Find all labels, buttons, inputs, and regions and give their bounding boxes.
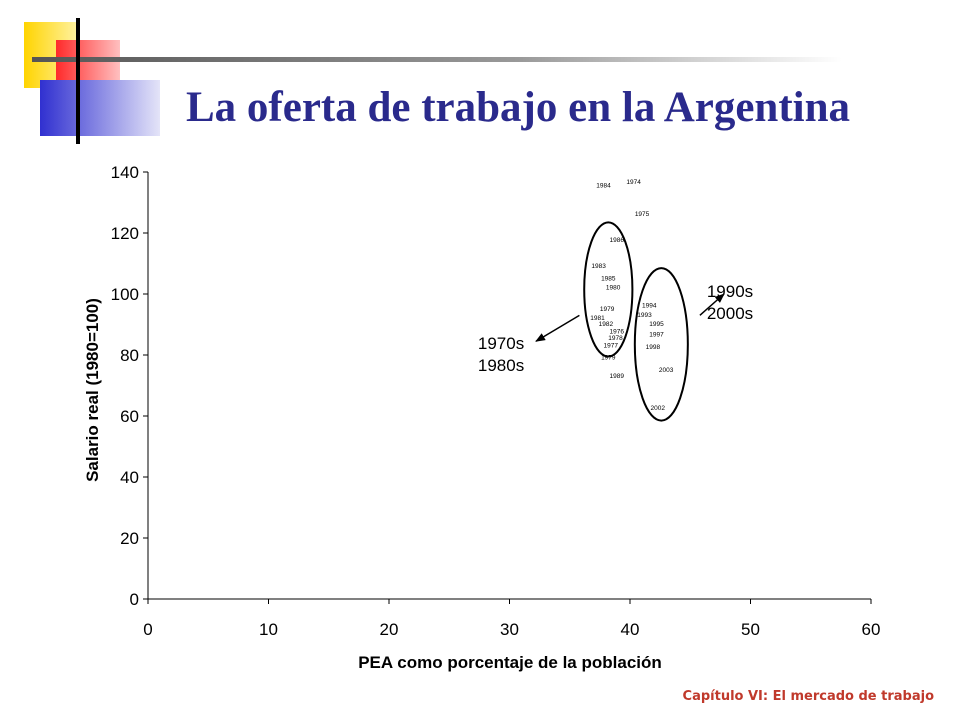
y-tick-label: 60 [120, 407, 139, 426]
deco-blue-square [40, 80, 160, 136]
data-point-1984: 1984 [596, 182, 611, 189]
annotation-line: 1980s [478, 356, 524, 375]
annotation-line: 1990s [707, 282, 753, 301]
x-tick-label: 50 [741, 620, 760, 639]
y-tick-label: 0 [130, 590, 139, 609]
annotation-label-1: 1970s 1980s [478, 334, 524, 375]
slide-footer: Capítulo VI: El mercado de trabajo [682, 689, 934, 704]
data-point-1993: 1993 [637, 312, 652, 319]
data-point-1997: 1997 [649, 332, 664, 339]
data-point-1986: 1986 [610, 237, 625, 244]
annotation-line: 1970s [478, 334, 524, 353]
x-tick-label: 0 [143, 620, 152, 639]
data-point-1989: 1989 [610, 373, 625, 380]
annotation-label-2: 1990s 2000s [707, 282, 753, 323]
data-point-1998: 1998 [646, 344, 661, 351]
data-point-2002: 2002 [650, 405, 665, 412]
x-tick-label: 20 [380, 620, 399, 639]
y-tick-label: 120 [111, 224, 139, 243]
cluster-ellipse-1 [583, 221, 634, 358]
data-point-1981: 1981 [590, 315, 605, 322]
x-tick-label: 40 [621, 620, 640, 639]
deco-vertical-rule [76, 18, 80, 144]
x-tick-label: 60 [862, 620, 881, 639]
data-point-1979: 1979 [600, 306, 615, 313]
slide-title: La oferta de trabajo en la Argentina [186, 84, 851, 131]
data-point-1975: 1975 [635, 211, 650, 218]
y-tick-label: 40 [120, 468, 139, 487]
annotation-arrow-1 [535, 314, 580, 342]
data-point-1979: 1979 [601, 355, 616, 362]
data-point-1994: 1994 [642, 303, 657, 310]
data-point-1980: 1980 [606, 284, 621, 291]
data-point-2003: 2003 [659, 367, 674, 374]
scatter-chart: 0 20 40 60 80 100 120 140 0 10 20 30 40 50 60 1984 1974… [83, 163, 881, 672]
annotation-line: 2000s [707, 304, 753, 323]
x-tick-label: 30 [500, 620, 519, 639]
y-tick-label: 100 [111, 285, 139, 304]
chart-ellipses [583, 221, 689, 422]
y-tick-label: 80 [120, 346, 139, 365]
data-point-1985: 1985 [601, 275, 616, 282]
chart-axes: 0 20 40 60 80 100 120 140 0 10 20 30 40 50 60 [111, 163, 881, 639]
data-point-1995: 1995 [649, 321, 664, 328]
chart-points: 1984 1974 1975 1986 1983 1985 1980 1979 1994 1981… [590, 179, 674, 412]
annotation-arrow-2 [699, 293, 725, 316]
chart-annotations: 1970s 1980s 1990s 2000s [478, 282, 753, 375]
data-point-1983: 1983 [591, 263, 606, 270]
data-point-1976: 1976 [610, 329, 625, 336]
cluster-ellipse-2 [633, 267, 689, 422]
x-tick-label: 10 [259, 620, 278, 639]
deco-horizontal-rule [32, 57, 842, 62]
y-tick-label: 20 [120, 529, 139, 548]
x-axis-title: PEA como porcentaje de la población [358, 653, 662, 672]
data-point-1977: 1977 [603, 342, 618, 349]
y-tick-label: 140 [111, 163, 139, 182]
data-point-1978: 1978 [608, 335, 623, 342]
data-point-1974: 1974 [626, 179, 641, 186]
y-axis-title: Salario real (1980=100) [83, 298, 102, 482]
data-point-1982: 1982 [599, 321, 614, 328]
